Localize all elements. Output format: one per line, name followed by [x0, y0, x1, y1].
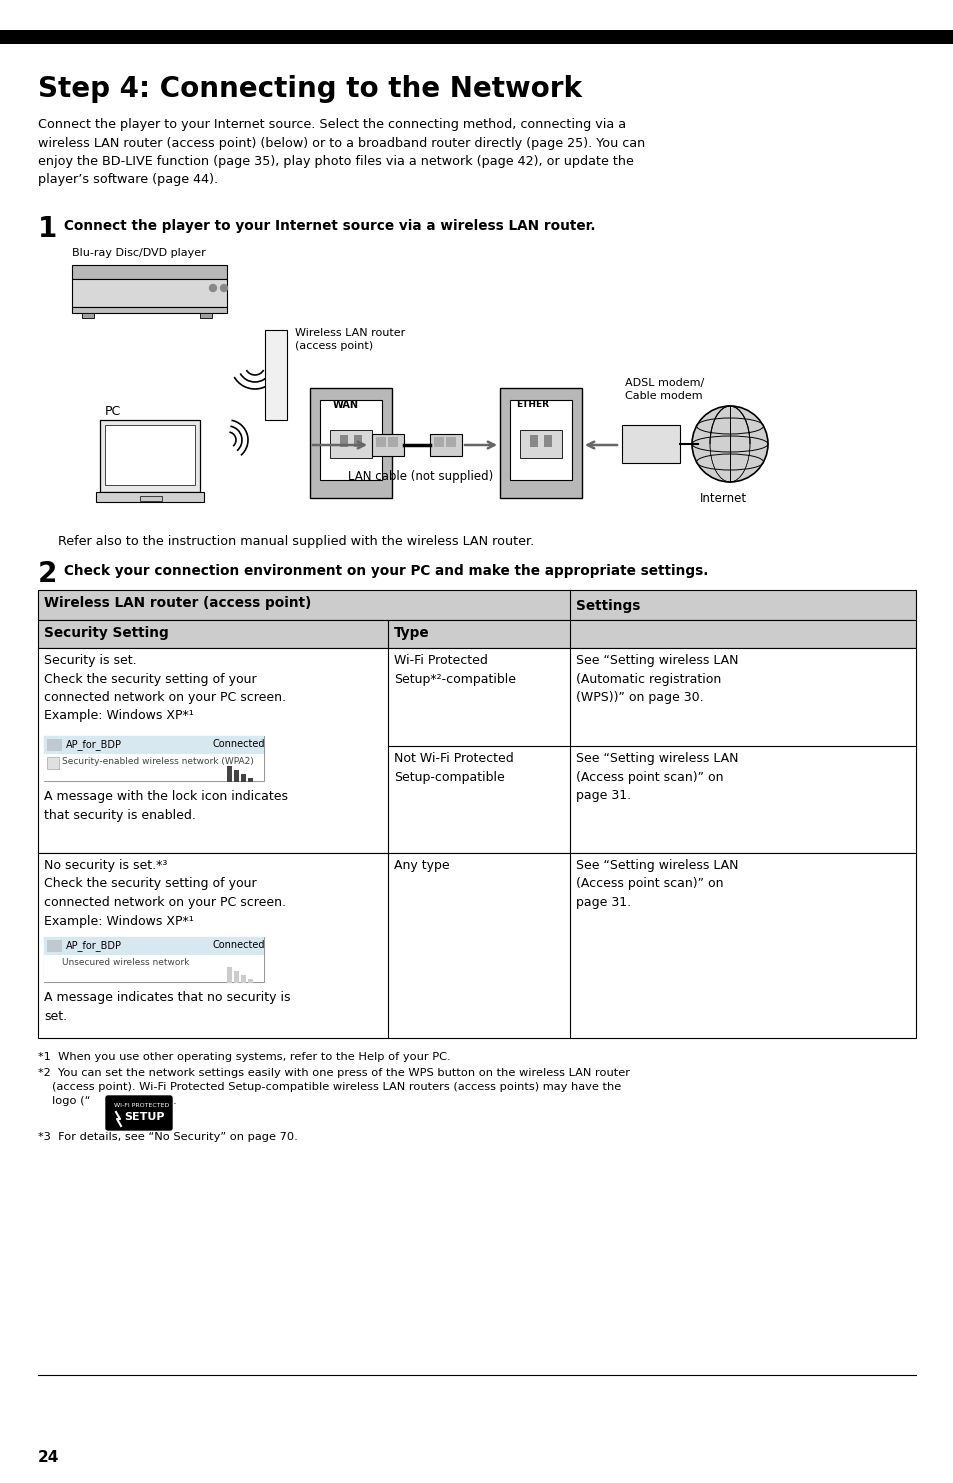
Bar: [227, 967, 232, 983]
Circle shape: [220, 285, 227, 292]
Text: Wi-Fi Protected
Setup*²-compatible: Wi-Fi Protected Setup*²-compatible: [394, 654, 516, 685]
Bar: [248, 979, 253, 983]
Text: SETUP: SETUP: [124, 1112, 164, 1123]
Text: PC: PC: [105, 405, 121, 418]
Text: 2: 2: [38, 561, 57, 587]
Text: Step 4: Connecting to the Network: Step 4: Connecting to the Network: [38, 76, 581, 102]
Text: Security is set.
Check the security setting of your
connected network on your PC: Security is set. Check the security sett…: [44, 654, 286, 722]
Bar: [71, 265, 227, 279]
Bar: [140, 495, 162, 501]
Circle shape: [691, 406, 767, 482]
Text: ADSL modem/
Cable modem: ADSL modem/ Cable modem: [624, 378, 703, 402]
Text: Connected: Connected: [213, 940, 265, 951]
Text: Refer also to the instruction manual supplied with the wireless LAN router.: Refer also to the instruction manual sup…: [58, 535, 534, 549]
Text: *3  For details, see “No Security” on page 70.: *3 For details, see “No Security” on pag…: [38, 1132, 297, 1142]
Text: LAN cable (not supplied): LAN cable (not supplied): [348, 470, 493, 483]
Bar: [96, 492, 204, 503]
Bar: [44, 955, 264, 982]
Text: Wireless LAN router
(access point): Wireless LAN router (access point): [294, 328, 405, 351]
Bar: [200, 313, 212, 317]
Text: Unsecured wireless network: Unsecured wireless network: [62, 958, 190, 967]
Text: Connected: Connected: [213, 739, 265, 749]
Bar: [434, 437, 443, 446]
Text: Settings: Settings: [576, 599, 639, 612]
Bar: [233, 971, 239, 983]
Text: 24: 24: [38, 1450, 59, 1465]
Bar: [105, 426, 194, 485]
Bar: [354, 435, 361, 446]
Text: See “Setting wireless LAN
(Automatic registration
(WPS))” on page 30.: See “Setting wireless LAN (Automatic reg…: [576, 654, 738, 704]
Bar: [47, 756, 59, 770]
Bar: [310, 389, 392, 498]
Bar: [241, 774, 246, 782]
Bar: [44, 937, 264, 982]
Text: Internet: Internet: [700, 492, 746, 506]
Bar: [38, 853, 915, 1038]
Bar: [0, 30, 953, 44]
Bar: [375, 437, 386, 446]
Bar: [330, 430, 372, 458]
Bar: [519, 430, 561, 458]
Text: *1  When you use other operating systems, refer to the Help of your PC.: *1 When you use other operating systems,…: [38, 1051, 450, 1062]
Bar: [543, 435, 552, 446]
Bar: [47, 940, 62, 952]
Text: Type: Type: [394, 626, 429, 641]
Bar: [38, 620, 915, 648]
Bar: [71, 279, 227, 307]
Text: ETHER: ETHER: [516, 400, 548, 409]
Text: No security is set.*³
Check the security setting of your
connected network on yo: No security is set.*³ Check the security…: [44, 859, 286, 927]
Bar: [248, 779, 253, 782]
Text: WI-FI PROTECTED: WI-FI PROTECTED: [113, 1103, 170, 1108]
Bar: [44, 937, 264, 955]
Bar: [233, 770, 239, 782]
Text: Check your connection environment on your PC and make the appropriate settings.: Check your connection environment on you…: [64, 564, 708, 578]
Text: Connect the player to your Internet source via a wireless LAN router.: Connect the player to your Internet sour…: [64, 219, 595, 233]
Text: Not Wi-Fi Protected
Setup-compatible: Not Wi-Fi Protected Setup-compatible: [394, 752, 514, 783]
Text: (access point). Wi-Fi Protected Setup-compatible wireless LAN routers (access po: (access point). Wi-Fi Protected Setup-co…: [52, 1083, 620, 1091]
Text: AP_for_BDP: AP_for_BDP: [66, 940, 122, 951]
FancyBboxPatch shape: [106, 1096, 172, 1130]
Bar: [47, 739, 62, 750]
Bar: [430, 435, 461, 455]
Text: AP_for_BDP: AP_for_BDP: [66, 739, 122, 750]
Bar: [388, 437, 397, 446]
Circle shape: [210, 285, 216, 292]
Bar: [38, 648, 915, 853]
Bar: [71, 307, 227, 313]
Text: 1: 1: [38, 215, 57, 243]
Bar: [44, 736, 264, 782]
Bar: [319, 400, 381, 480]
Text: A message indicates that no security is
set.: A message indicates that no security is …: [44, 991, 291, 1022]
Bar: [372, 435, 403, 455]
Text: WAN: WAN: [333, 400, 358, 409]
Text: See “Setting wireless LAN
(Access point scan)” on
page 31.: See “Setting wireless LAN (Access point …: [576, 859, 738, 909]
Bar: [446, 437, 456, 446]
Text: A message with the lock icon indicates
that security is enabled.: A message with the lock icon indicates t…: [44, 790, 288, 822]
Text: logo (“                    ”).: logo (“ ”).: [52, 1096, 176, 1106]
Text: Any type: Any type: [394, 859, 449, 872]
Bar: [100, 420, 200, 492]
Text: See “Setting wireless LAN
(Access point scan)” on
page 31.: See “Setting wireless LAN (Access point …: [576, 752, 738, 802]
Bar: [499, 389, 581, 498]
Bar: [38, 590, 915, 620]
Text: Connect the player to your Internet source. Select the connecting method, connec: Connect the player to your Internet sour…: [38, 119, 644, 187]
Bar: [339, 435, 348, 446]
Bar: [621, 426, 679, 463]
Bar: [44, 736, 264, 753]
Bar: [510, 400, 572, 480]
Bar: [241, 974, 246, 983]
Text: Blu-ray Disc/DVD player: Blu-ray Disc/DVD player: [71, 248, 206, 258]
Bar: [82, 313, 94, 317]
Bar: [265, 331, 287, 420]
Text: Security-enabled wireless network (WPA2): Security-enabled wireless network (WPA2): [62, 756, 253, 767]
Bar: [44, 753, 264, 782]
Text: Security Setting: Security Setting: [44, 626, 169, 641]
Text: *2  You can set the network settings easily with one press of the WPS button on : *2 You can set the network settings easi…: [38, 1068, 629, 1078]
Bar: [227, 767, 232, 782]
Bar: [530, 435, 537, 446]
Text: Wireless LAN router (access point): Wireless LAN router (access point): [44, 596, 311, 610]
